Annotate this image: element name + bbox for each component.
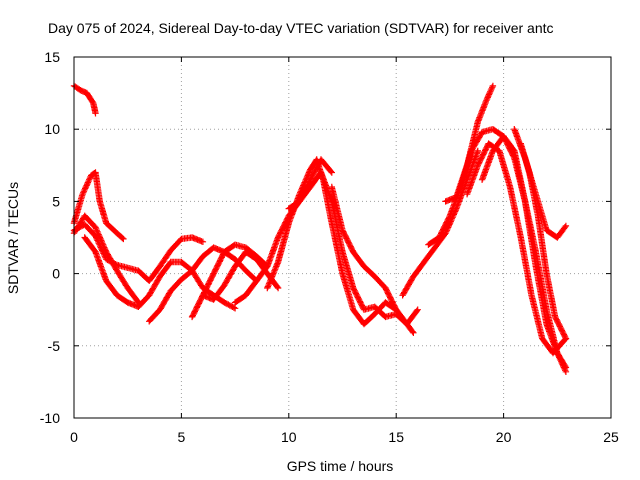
y-tick-label: -5 <box>48 338 61 354</box>
series-arc-17 <box>478 133 570 371</box>
y-axis-label: SDTVAR / TECUs <box>5 182 21 294</box>
plot-frame <box>73 56 612 419</box>
series-markers <box>442 82 497 205</box>
series-markers <box>70 82 99 117</box>
x-tick-label: 15 <box>388 429 404 445</box>
series-markers <box>146 244 260 325</box>
series-markers <box>425 126 570 375</box>
series-markers <box>478 133 570 371</box>
y-tick-label: -10 <box>40 410 60 426</box>
series-arc-8 <box>199 248 282 303</box>
series-arc-6 <box>146 244 260 325</box>
data-series <box>70 82 570 375</box>
x-tick-label: 0 <box>70 429 78 445</box>
series-arc-1 <box>70 82 99 117</box>
x-tick-label: 25 <box>603 429 619 445</box>
x-tick-label: 5 <box>178 429 186 445</box>
series-markers <box>199 248 282 303</box>
series-arc-14 <box>425 126 570 375</box>
x-axis-label: GPS time / hours <box>287 458 394 474</box>
y-tick-label: 5 <box>52 193 60 209</box>
series-arc-15 <box>442 82 497 205</box>
series-markers <box>328 183 417 336</box>
series-markers <box>264 156 400 328</box>
y-tick-label: 0 <box>52 266 60 282</box>
series-markers <box>399 147 481 299</box>
y-tick-label: 10 <box>44 121 60 137</box>
y-axis-ticks: -10 -5 0 5 10 15 <box>40 49 611 426</box>
chart-title: Day 075 of 2024, Sidereal Day-to-day VTE… <box>48 20 554 36</box>
series-markers <box>517 140 570 342</box>
series-arc-10 <box>264 156 400 328</box>
series-arc-5 <box>81 234 239 312</box>
series-arc-13 <box>399 147 481 299</box>
x-tick-label: 20 <box>496 429 512 445</box>
x-tick-label: 10 <box>281 429 297 445</box>
x-axis-ticks: 0 5 10 15 20 25 <box>70 57 619 445</box>
series-arc-12 <box>328 183 417 336</box>
y-tick-label: 15 <box>44 49 60 65</box>
series-markers <box>81 234 239 312</box>
series-arc-19 <box>517 140 570 342</box>
